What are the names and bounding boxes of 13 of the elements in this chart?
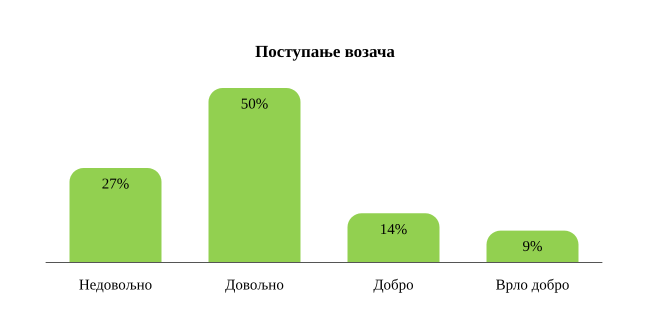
x-tick-label: Довољно (225, 278, 284, 294)
bar (208, 88, 300, 262)
x-tick-label: Недовољно (78, 278, 152, 294)
chart-title: Поступање возача (255, 42, 396, 61)
data-label: 27% (102, 176, 130, 193)
bar (70, 168, 162, 262)
data-label: 9% (522, 239, 542, 256)
bar (348, 213, 440, 262)
bar (486, 230, 578, 262)
data-label: 50% (240, 96, 268, 112)
data-label: 14% (380, 222, 408, 238)
x-tick-label: Врло добро (496, 278, 570, 294)
x-tick-label: Добро (373, 278, 414, 294)
